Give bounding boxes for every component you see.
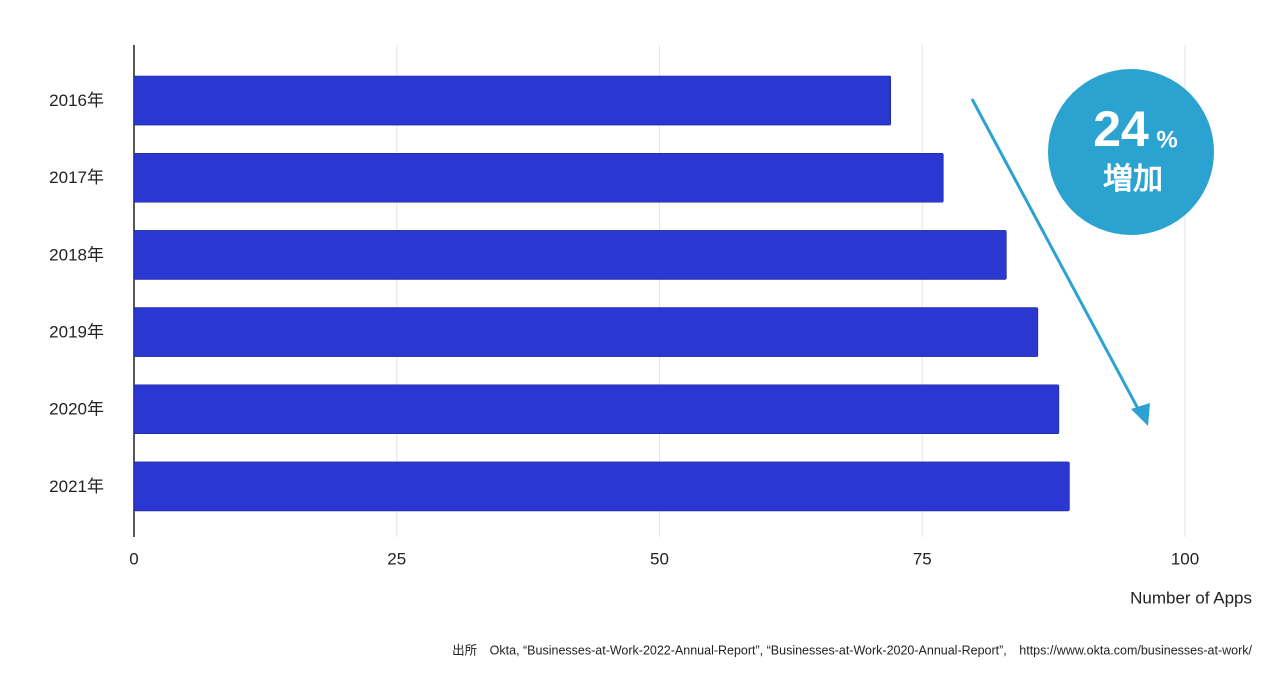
x-tick-label: 50 xyxy=(650,549,669,568)
bar xyxy=(133,152,944,203)
x-tick-label: 0 xyxy=(129,549,138,568)
trend-arrow xyxy=(970,98,1145,419)
x-tick-label: 25 xyxy=(387,549,406,568)
x-axis-label: Number of Apps xyxy=(1130,588,1252,607)
bar xyxy=(133,307,1039,357)
badge xyxy=(1048,69,1214,235)
bar xyxy=(133,75,892,126)
y-tick-label: 2017年 xyxy=(49,168,104,187)
y-tick-label: 2020年 xyxy=(49,400,104,419)
badge-unit: % xyxy=(1156,126,1177,153)
bar xyxy=(133,230,1007,280)
x-tick-label: 75 xyxy=(913,549,932,568)
badge-text: 増加 xyxy=(1103,163,1163,196)
arrow-head xyxy=(1131,403,1150,426)
y-tick-label: 2016年 xyxy=(49,91,104,110)
y-tick-label: 2019年 xyxy=(49,323,104,342)
y-tick-label: 2021年 xyxy=(49,477,104,496)
x-tick-label: 100 xyxy=(1171,549,1199,568)
badge-number: 24 xyxy=(1093,101,1149,157)
bar xyxy=(133,461,1070,512)
source-note: 出所 Okta, “Businesses-at-Work-2022-Annual… xyxy=(452,643,1252,657)
y-tick-label: 2018年 xyxy=(49,245,104,264)
bar xyxy=(133,384,1060,435)
